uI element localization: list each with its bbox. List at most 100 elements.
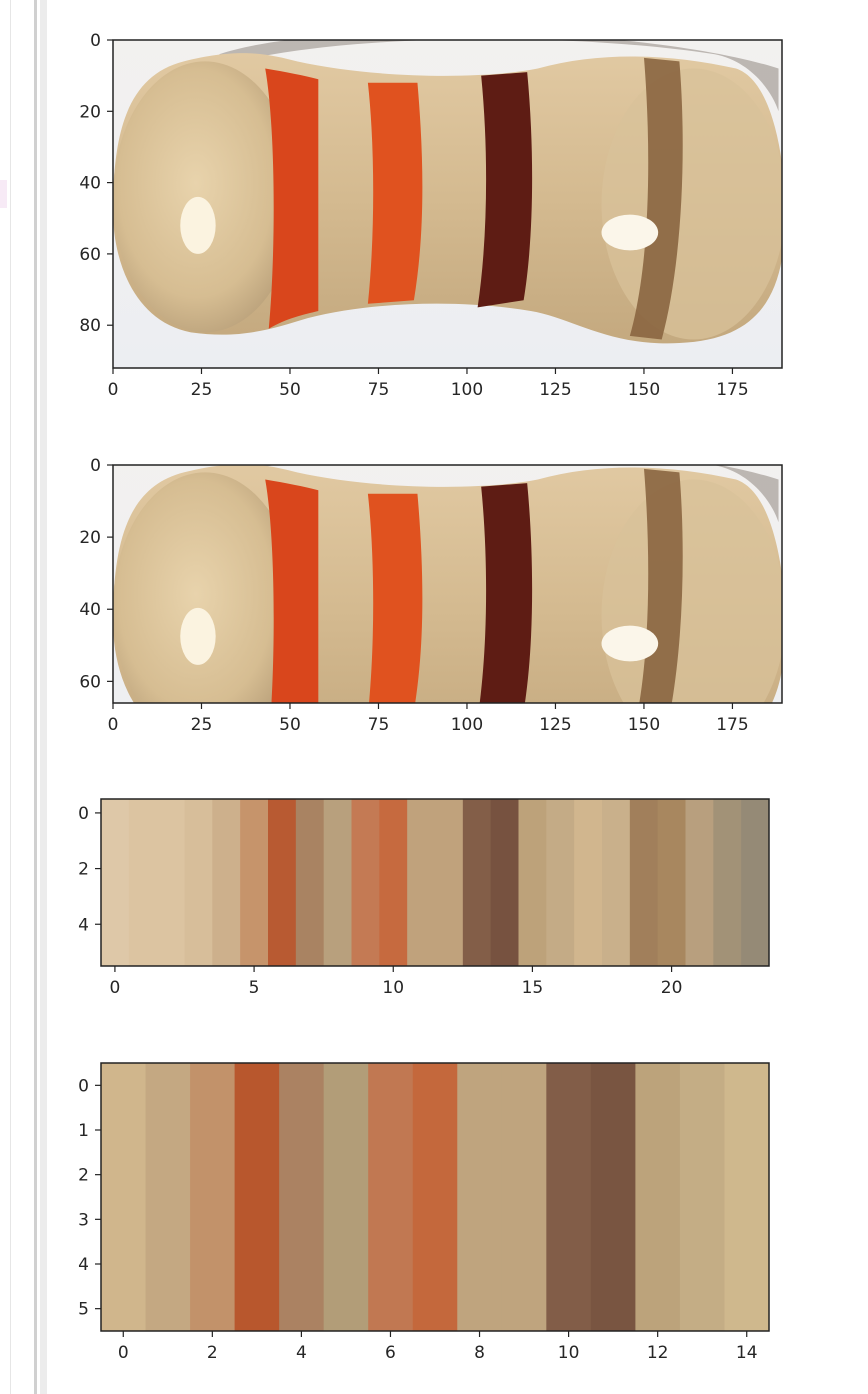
color-column: [323, 799, 352, 966]
color-column: [501, 1063, 547, 1331]
color-column: [518, 799, 547, 966]
color-column: [574, 799, 603, 966]
color-column: [128, 799, 158, 966]
color-column: [212, 799, 241, 966]
color-column: [145, 1063, 191, 1331]
chart-panel-resistor-full: [112, 39, 783, 369]
y-tick-label: 60: [79, 672, 101, 692]
color-column: [713, 799, 742, 966]
y-tick-label: 20: [79, 528, 101, 548]
x-tick-label: 175: [716, 715, 748, 735]
y-tick-label: 0: [78, 804, 89, 824]
color-column: [679, 1063, 725, 1331]
x-tick-label: 4: [296, 1343, 307, 1363]
chart-panel-color-strip-15: [100, 1062, 770, 1332]
color-column: [323, 1063, 369, 1331]
y-tick-label: 40: [79, 600, 101, 620]
color-column: [368, 1063, 414, 1331]
left-gutter-line-2: [34, 0, 37, 1394]
color-column: [379, 799, 408, 966]
x-tick-label: 50: [279, 715, 301, 735]
color-column: [741, 799, 770, 966]
x-tick-label: 150: [628, 715, 660, 735]
y-tick-label: 0: [90, 31, 101, 51]
color-column: [268, 799, 297, 966]
color-column: [234, 1063, 280, 1331]
color-column: [156, 799, 185, 966]
color-column: [685, 799, 714, 966]
color-column: [490, 799, 519, 966]
y-tick-label: 4: [78, 1255, 89, 1275]
x-tick-label: 0: [118, 1343, 129, 1363]
resistor-photo-full: [113, 40, 782, 368]
color-column: [435, 799, 464, 966]
x-tick-label: 14: [736, 1343, 758, 1363]
y-tick-label: 40: [79, 174, 101, 194]
x-tick-label: 10: [382, 978, 404, 998]
x-tick-label: 100: [451, 715, 483, 735]
x-tick-label: 10: [558, 1343, 580, 1363]
x-tick-label: 0: [108, 380, 119, 400]
y-tick-label: 1: [78, 1121, 89, 1141]
x-tick-label: 125: [539, 715, 571, 735]
color-column: [457, 1063, 503, 1331]
y-tick-label: 0: [90, 456, 101, 476]
y-tick-label: 20: [79, 102, 101, 122]
x-tick-label: 25: [191, 715, 213, 735]
y-tick-label: 4: [78, 915, 89, 935]
color-column: [546, 1063, 592, 1331]
color-column: [407, 799, 436, 966]
color-column: [546, 799, 575, 966]
color-column: [602, 799, 631, 966]
cell-marker: [0, 180, 7, 208]
x-tick-label: 5: [249, 978, 260, 998]
x-tick-label: 8: [474, 1343, 485, 1363]
x-tick-label: 6: [385, 1343, 396, 1363]
resistor-photo-cropped: [113, 465, 782, 703]
color-column: [240, 799, 269, 966]
left-gutter-line-3: [40, 0, 47, 1394]
plot-frame: [100, 798, 770, 967]
x-tick-label: 25: [191, 380, 213, 400]
x-tick-label: 175: [716, 380, 748, 400]
color-column: [635, 1063, 681, 1331]
x-tick-label: 75: [368, 715, 390, 735]
y-tick-label: 3: [78, 1210, 89, 1230]
plot-frame: [100, 1062, 770, 1332]
y-tick-label: 2: [78, 860, 89, 880]
x-tick-label: 0: [110, 978, 121, 998]
x-tick-label: 2: [207, 1343, 218, 1363]
x-tick-label: 50: [279, 380, 301, 400]
y-tick-label: 60: [79, 245, 101, 265]
plot-frame: [112, 39, 783, 369]
y-tick-label: 80: [79, 316, 101, 336]
color-column: [462, 799, 492, 966]
left-gutter-line-1: [10, 0, 11, 1394]
color-column: [184, 799, 213, 966]
color-column: [279, 1063, 325, 1331]
x-tick-label: 12: [647, 1343, 669, 1363]
chart-panel-resistor-cropped: [112, 464, 783, 704]
color-column: [190, 1063, 236, 1331]
x-tick-label: 20: [661, 978, 683, 998]
color-column: [295, 799, 325, 966]
y-tick-label: 0: [78, 1076, 89, 1096]
x-tick-label: 150: [628, 380, 660, 400]
x-tick-label: 100: [451, 380, 483, 400]
plot-frame: [112, 464, 783, 704]
color-column: [629, 799, 659, 966]
x-tick-label: 75: [368, 380, 390, 400]
x-tick-label: 0: [108, 715, 119, 735]
chart-panel-color-strip-24: [100, 798, 770, 967]
color-column: [101, 1063, 147, 1331]
y-tick-label: 2: [78, 1166, 89, 1186]
color-column: [724, 1063, 770, 1331]
color-column: [412, 1063, 458, 1331]
color-column: [101, 799, 130, 966]
color-column: [657, 799, 686, 966]
y-tick-label: 5: [78, 1300, 89, 1320]
x-tick-label: 15: [522, 978, 544, 998]
color-column: [351, 799, 380, 966]
color-column: [590, 1063, 636, 1331]
